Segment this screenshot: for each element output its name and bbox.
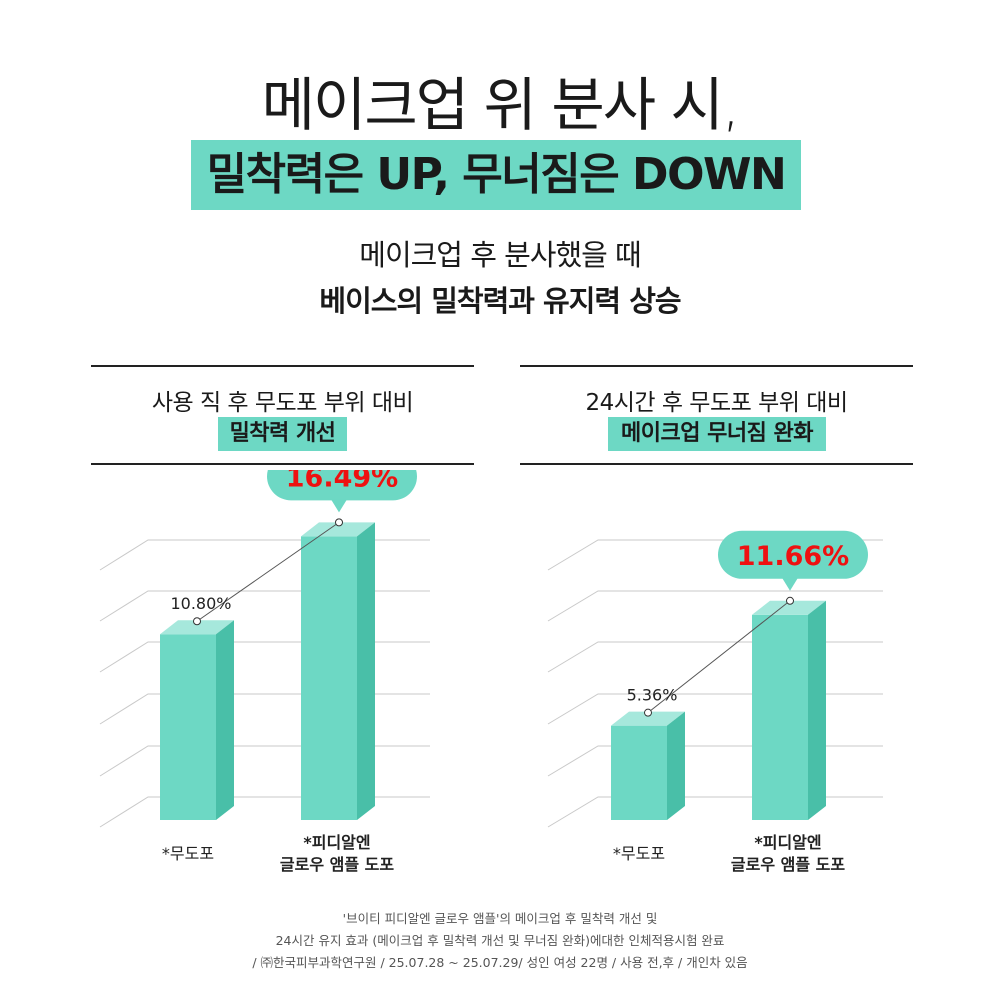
- right-chart-highlight-caption: 메이크업 무너짐 완화: [608, 417, 826, 451]
- value-bubble: [718, 530, 868, 579]
- marker-dot: [335, 518, 343, 527]
- headline: 메이크업 위 분사 시,: [261, 71, 741, 139]
- right-chart-caption: 24시간 후 무도포 부위 대비: [585, 390, 848, 416]
- subheadline: 메이크업 후 분사했을 때: [359, 238, 641, 272]
- left-chart-highlight-caption: 밀착력 개선: [218, 417, 347, 451]
- bar-side: [667, 711, 685, 820]
- gridline: [547, 641, 883, 673]
- bar-side: [357, 522, 375, 820]
- footnote-line-1: '브이티 피디알엔 글로우 앰플'의 메이크업 후 밀착력 개선 및: [342, 911, 658, 926]
- footnote: '브이티 피디알엔 글로우 앰플'의 메이크업 후 밀착력 개선 및 24시간 …: [0, 908, 1000, 974]
- value-label-highlight: 11.66%: [737, 541, 849, 572]
- value-label: 10.80%: [170, 594, 231, 613]
- gridline: [99, 745, 430, 777]
- gridline: [99, 693, 430, 725]
- gridline: [99, 590, 430, 622]
- left-chart-caption: 사용 직 후 무도포 부위 대비: [151, 390, 414, 416]
- right-bar-chart: 5.36% 11.66% *무도포 *피디알엔 글로우 앰플 도포: [547, 530, 883, 874]
- right-bottom-rule: [520, 463, 913, 465]
- bar-top: [301, 522, 375, 537]
- bar-side: [808, 600, 826, 820]
- category-label: *피디알엔 글로우 앰플 도포: [280, 833, 394, 874]
- value-bubble-pointer: [331, 499, 347, 513]
- value-bubble: [267, 470, 417, 501]
- bar-top: [160, 620, 234, 635]
- value-label-highlight: 16.49%: [286, 470, 398, 493]
- value-bubble-pointer: [782, 577, 798, 591]
- bar-front: [301, 536, 357, 820]
- subheadline-bold: 베이스의 밀착력과 유지력 상승: [319, 284, 681, 318]
- gridline: [99, 641, 430, 673]
- bar-side: [216, 620, 234, 820]
- right-top-rule: [520, 365, 913, 367]
- gridline: [547, 796, 883, 828]
- headline-highlight: 밀착력은 UP, 무너짐은 DOWN: [191, 140, 801, 210]
- left-bar-chart: 10.80% 16.49% *무도포 *피디알엔 글로우 앰플 도포: [99, 470, 430, 874]
- category-label: *피디알엔 글로우 앰플 도포: [731, 833, 845, 874]
- gridline: [547, 745, 883, 777]
- value-label: 5.36%: [627, 686, 678, 705]
- bar-front: [611, 725, 667, 820]
- marker-dot: [644, 708, 652, 717]
- bar-front: [752, 614, 808, 820]
- left-bottom-rule: [91, 463, 474, 465]
- gridline: [99, 796, 430, 828]
- connector-line: [196, 521, 340, 622]
- gridline: [547, 693, 883, 725]
- footnote-line-3: / ㈜한국피부과학연구원 / 25.07.28 ~ 25.07.29/ 성인 여…: [252, 955, 748, 970]
- bar-top: [611, 711, 685, 726]
- connector-line: [647, 600, 791, 714]
- gridline: [99, 539, 430, 571]
- footnote-line-2: 24시간 유지 효과 (메이크업 후 밀착력 개선 및 무너짐 완화)에대한 인…: [275, 933, 725, 948]
- bar-top: [752, 600, 826, 615]
- marker-dot: [786, 596, 794, 605]
- bar-front: [160, 634, 216, 820]
- left-top-rule: [91, 365, 474, 367]
- gridline: [547, 590, 883, 622]
- category-label: *무도포: [162, 844, 214, 863]
- marker-dot: [193, 617, 201, 626]
- category-label: *무도포: [613, 844, 665, 863]
